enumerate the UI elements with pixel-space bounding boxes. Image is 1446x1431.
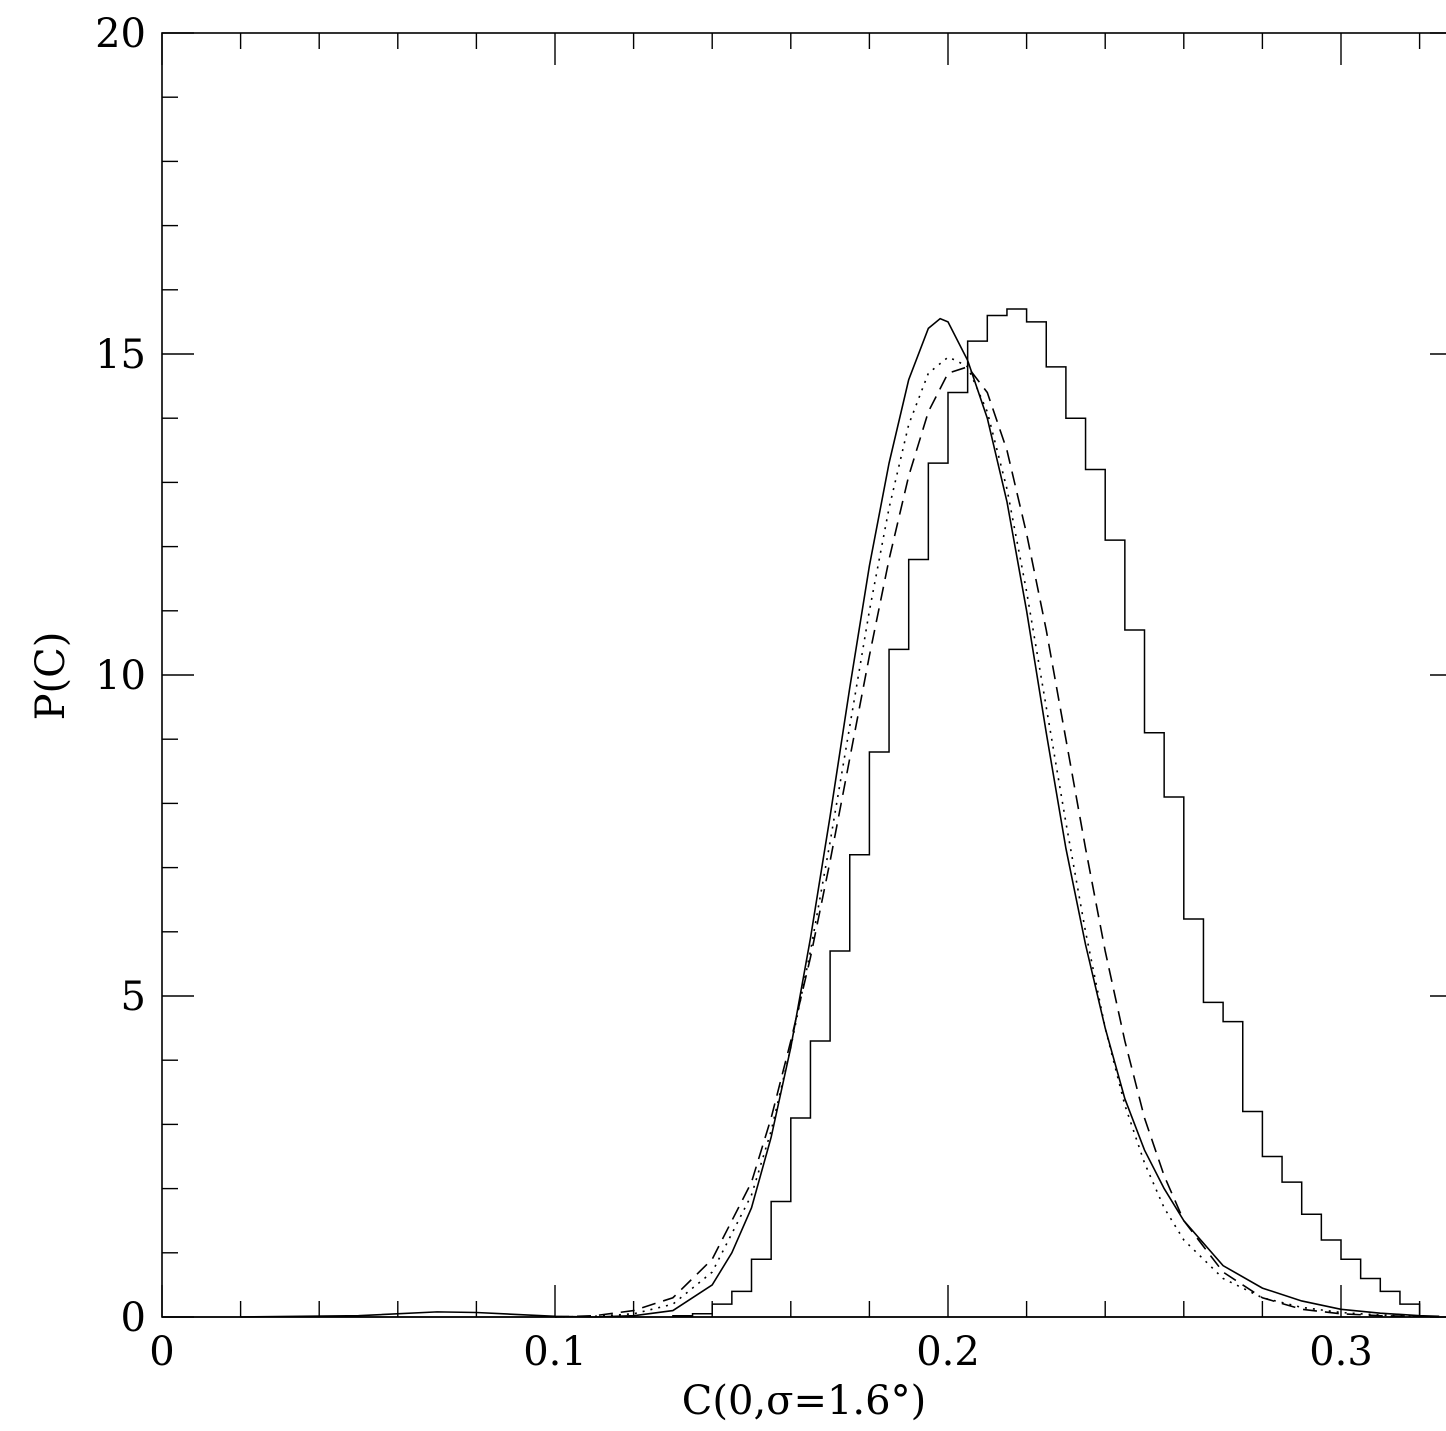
curve-dotted (554, 356, 1440, 1318)
histogram-steps (672, 308, 1421, 1317)
tick-labels: 0 0.1 0.2 0.3 0 5 10 15 20 (95, 11, 1373, 1375)
x-axis-title: C(0,σ=1.6°) (682, 1378, 926, 1424)
y-tick-label: 15 (95, 332, 146, 378)
curve-dashed (554, 365, 1440, 1318)
histogram (672, 308, 1421, 1317)
x-tick-label: 0 (149, 1329, 174, 1375)
curve-solid (240, 317, 1440, 1318)
curves (162, 317, 1446, 1318)
axis-ticks (161, 32, 1446, 1318)
x-tick-label: 0.2 (916, 1329, 980, 1375)
y-tick-label: 5 (121, 974, 146, 1020)
plot-frame (161, 32, 1446, 1318)
y-tick-label: 20 (95, 11, 146, 57)
y-axis-title: P(C) (28, 632, 74, 721)
x-tick-label: 0.3 (1309, 1329, 1373, 1375)
x-tick-label: 0.1 (523, 1329, 587, 1375)
y-tick-label: 0 (121, 1295, 146, 1341)
y-tick-label: 10 (95, 653, 146, 699)
